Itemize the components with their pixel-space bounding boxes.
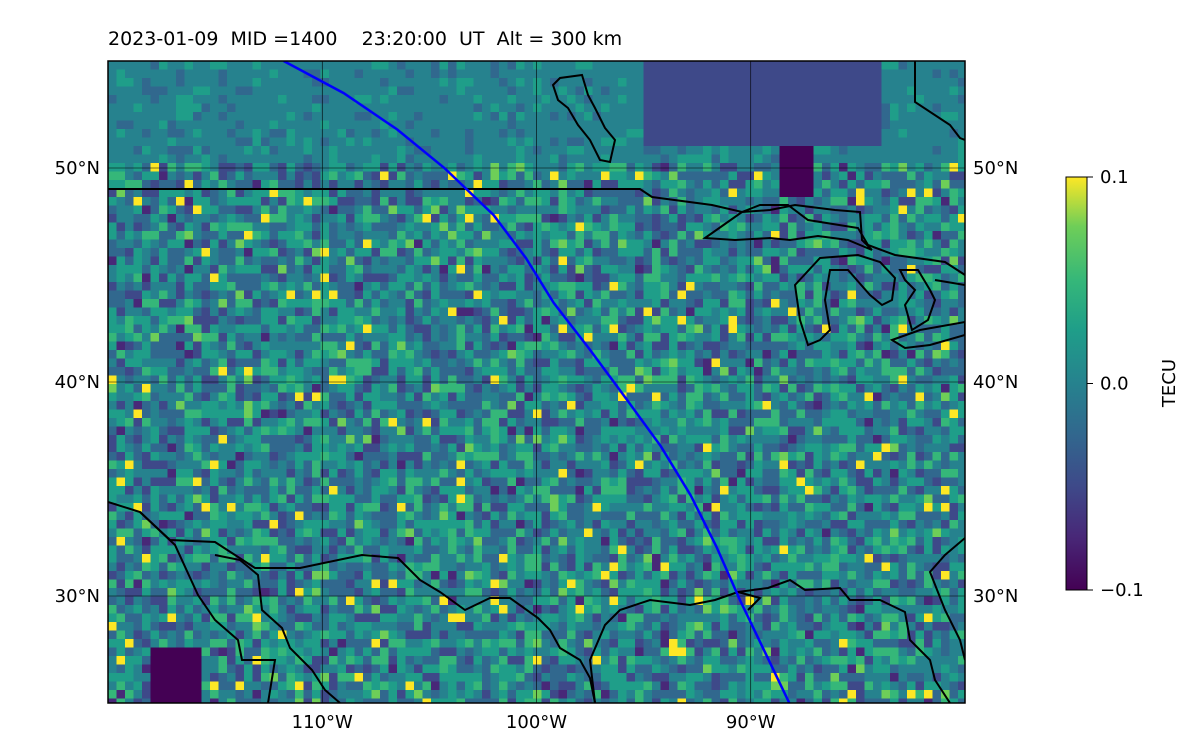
colorbar-tick-label: 0.1 [1100,167,1129,188]
lat-ticks-right: 50°N 40°N 30°N [973,158,1018,607]
lat-tick-label: 50°N [973,158,1018,179]
lat-tick-label: 40°N [55,372,100,393]
coastlines-borders [108,61,965,703]
tec-heatmap [108,61,965,703]
lat-tick-label: 50°N [55,158,100,179]
lon-ticks: 110°W 100°W 90°W [292,712,776,733]
map-title: 2023-01-09 MID =1400 23:20:00 UT Alt = 3… [108,28,623,50]
colorbar: 0.1 0.0 −0.1 TECU [1065,167,1180,601]
lon-tick-label: 90°W [726,712,776,733]
lat-tick-label: 40°N [973,372,1018,393]
lon-tick-label: 110°W [292,712,353,733]
lat-tick-label: 30°N [973,586,1018,607]
satellite-track [283,61,791,703]
colorbar-gradient [1065,176,1088,591]
map-frame [107,60,966,704]
colorbar-tick-label: −0.1 [1100,580,1144,601]
colorbar-tick-label: 0.0 [1100,374,1129,395]
map-area [108,61,965,703]
colorbar-ticks: 0.1 0.0 −0.1 [1087,167,1144,601]
lat-tick-label: 30°N [55,586,100,607]
lon-tick-label: 100°W [506,712,567,733]
colorbar-label: TECU [1159,359,1180,408]
lat-ticks-left: 50°N 40°N 30°N [55,158,100,607]
